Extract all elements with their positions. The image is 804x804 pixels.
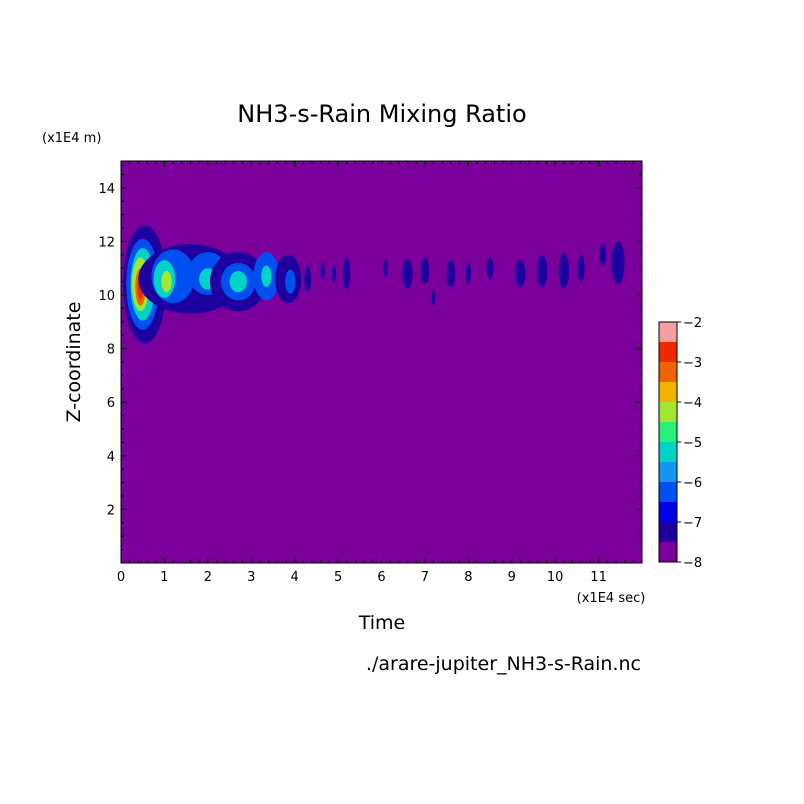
x-tick-label: 7 [421,570,429,585]
x-tick-label: 1 [160,570,168,585]
contour-cell-35 [611,241,625,285]
colorbar-swatch-2 [659,502,677,522]
x-tick-label: 3 [247,570,255,585]
contour-cell-25 [420,257,430,285]
contour-cell-27 [446,260,456,287]
x-tick-label: 6 [377,570,385,585]
colorbar-tick-label: −6 [683,476,702,491]
x-axis: 0 1 2 3 4 5 6 7 8 9 10 11 [117,161,643,585]
colorbar-tick-label: −8 [683,556,702,571]
colorbar-tick-label: −3 [683,356,702,371]
contour-cell-29 [486,257,494,279]
colorbar-swatch-3 [659,482,677,502]
y-unit-label: (x1E4 m) [42,131,101,146]
colorbar-tick-label: −7 [683,516,702,531]
colorbar-swatch-11 [659,322,677,342]
contour-layer [123,225,625,344]
colorbar-swatch-6 [659,422,677,442]
x-tick-label: 4 [291,570,299,585]
source-file-label: ./arare-jupiter_NH3-s-Rain.nc [366,653,641,675]
colorbar-swatch-8 [659,382,677,402]
contour-cell-22 [343,257,351,290]
x-unit-label: (x1E4 sec) [577,591,646,606]
contour-cell-32 [558,253,570,289]
colorbar-swatch-7 [659,402,677,422]
contour-cell-26 [431,289,436,306]
y-tick-label: 12 [98,235,115,250]
y-axis: 2 4 6 8 10 12 14 [98,160,642,564]
contour-cell-31 [536,254,548,287]
plot-background [121,161,642,563]
x-tick-label: 11 [590,570,607,585]
contour-cell-33 [577,254,585,282]
contour-cell-20 [320,262,326,279]
contour-cell-24 [402,258,413,289]
chart-title: NH3-s-Rain Mixing Ratio [237,100,526,128]
contour-cell-23 [383,260,389,277]
colorbar-tick-label: −2 [683,316,702,331]
x-tick-label: 5 [334,570,342,585]
contour-cell-9 [161,270,172,293]
colorbar-tick-label: −4 [683,396,702,411]
x-tick-label: 9 [508,570,516,585]
x-tick-label: 2 [204,570,212,585]
colorbar-swatch-4 [659,462,677,482]
contour-cell-34 [599,244,607,266]
colorbar-tick-label: −5 [683,436,702,451]
y-tick-label: 14 [98,182,115,197]
y-tick-label: 10 [98,289,115,304]
y-axis-label: Z-coordinate [63,302,85,423]
x-tick-label: 10 [547,570,564,585]
x-tick-label: 8 [464,570,472,585]
y-tick-label: 8 [107,343,115,358]
contour-cell-30 [515,260,526,287]
colorbar-swatch-5 [659,442,677,462]
contour-cell-19 [304,265,312,293]
colorbar-swatch-1 [659,522,677,542]
colorbar-swatch-10 [659,342,677,362]
colorbar-swatch-0 [659,542,677,562]
contour-cell-16 [261,265,272,287]
y-tick-label: 2 [107,503,115,518]
x-axis-label: Time [358,612,406,634]
colorbar: −2 −3 −4 −5 −6 −7 −8 [658,316,702,571]
contour-cell-21 [331,265,336,282]
contour-cell-18 [285,269,296,294]
x-tick-label: 0 [117,570,125,585]
contour-cell-14 [229,270,247,293]
y-tick-label: 6 [107,396,115,411]
contour-cell-28 [465,262,471,285]
colorbar-swatch-9 [659,362,677,382]
y-tick-label: 4 [107,450,115,465]
